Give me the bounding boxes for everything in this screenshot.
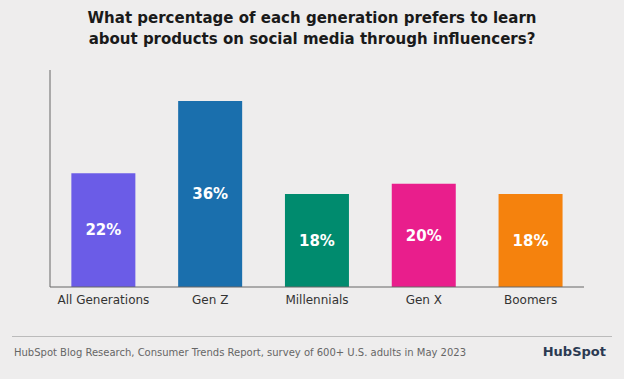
svg-text:18%: 18% <box>299 232 335 250</box>
svg-text:Boomers: Boomers <box>504 293 557 307</box>
html-text:about products on social media: about products on social media through i… <box>88 30 536 48</box>
svg-text:Gen X: Gen X <box>406 293 442 307</box>
svg-text:Millennials: Millennials <box>285 293 348 307</box>
svg-text:18%: 18% <box>513 232 549 250</box>
svg-text:36%: 36% <box>192 185 228 203</box>
svg-text:All Generations: All Generations <box>57 293 149 307</box>
svg-text:20%: 20% <box>406 227 442 245</box>
html-text:HubSpot Blog Research, Consume: HubSpot Blog Research, Consumer Trends R… <box>14 347 467 358</box>
svg-text:Gen Z: Gen Z <box>192 293 228 307</box>
svg-text:22%: 22% <box>85 221 121 239</box>
html-text:What percentage of each genera: What percentage of each generation prefe… <box>87 9 537 27</box>
html-text:HubSpot: HubSpot <box>542 344 606 359</box>
